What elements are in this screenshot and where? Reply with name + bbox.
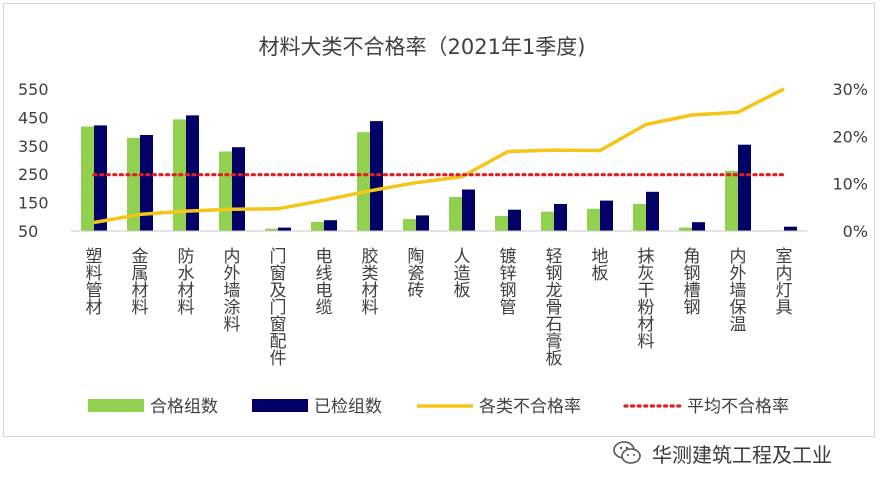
x-tick-label: 抹灰干粉材料 <box>638 247 655 352</box>
y-left-tick-label: 50 <box>18 222 38 241</box>
bar-qualified <box>725 170 738 231</box>
x-tick-label: 内外墙涂料 <box>224 247 241 335</box>
bar-inspected <box>324 220 337 231</box>
x-tick-label: 内外墙保温 <box>730 247 747 335</box>
x-tick-label: 角钢槽钢 <box>684 247 701 318</box>
bar-inspected <box>646 191 659 231</box>
bar-qualified <box>403 219 416 231</box>
legend-label: 合格组数 <box>150 397 218 417</box>
x-tick-label: 防水材料 <box>178 247 195 318</box>
bar-inspected <box>738 144 751 231</box>
bar-inspected <box>554 204 567 231</box>
x-tick-label: 轻钢龙骨石膏板 <box>546 247 563 369</box>
wechat-icon <box>613 441 641 464</box>
bar-inspected <box>140 135 153 231</box>
x-tick-label: 地板 <box>592 247 609 284</box>
legend: 合格组数 已检组数 各类不合格率 平均不合格率 <box>88 397 789 417</box>
bar-inspected <box>692 222 705 231</box>
bar-qualified <box>495 215 508 231</box>
watermark-text: 华测建筑工程及工业 <box>652 442 832 467</box>
x-tick-label: 电线电缆 <box>316 247 333 318</box>
x-tick-label: 金属材料 <box>132 247 149 318</box>
y-left-tick-label: 350 <box>18 137 49 156</box>
y-right-tick-label: 10% <box>832 175 868 194</box>
legend-label: 平均不合格率 <box>687 397 789 417</box>
bar-qualified <box>633 204 646 231</box>
bar-inspected <box>462 189 475 231</box>
x-tick-label: 室内灯具 <box>776 247 793 318</box>
bar-qualified <box>679 227 692 231</box>
chart-frame: 材料大类不合格率（2021年1季度) 550 450 350 250 150 50 30% 2… <box>3 3 875 437</box>
x-tick-label: 镀锌钢管 <box>500 247 517 318</box>
y-left-tick-label: 550 <box>18 80 49 99</box>
bar-inspected <box>94 125 107 231</box>
bar-inspected <box>278 227 291 231</box>
legend-swatch <box>88 399 144 412</box>
bar-qualified <box>449 196 462 231</box>
bar-inspected <box>416 215 429 231</box>
y-right-tick-label: 20% <box>832 127 868 146</box>
bar-qualified <box>587 208 600 231</box>
x-tick-label: 门窗及门窗配件 <box>270 247 287 369</box>
bar-qualified <box>219 151 232 231</box>
legend-swatch <box>252 399 308 412</box>
bar-qualified <box>127 137 140 231</box>
bar-qualified <box>265 228 278 231</box>
bar-inspected <box>508 209 521 231</box>
y-right-tick-label: 0% <box>843 222 868 241</box>
bar-qualified <box>357 132 370 231</box>
bar-inspected <box>600 200 613 231</box>
x-tick-label: 塑料管材 <box>86 247 103 318</box>
y-left-tick-label: 450 <box>18 108 49 127</box>
bar-inspected <box>370 121 383 231</box>
y-left-tick-label: 250 <box>18 165 49 184</box>
x-tick-label: 人造板 <box>454 247 471 301</box>
bar-inspected <box>232 147 245 231</box>
legend-label: 已检组数 <box>314 397 382 417</box>
y-right-tick-label: 30% <box>832 80 868 99</box>
x-tick-label: 胶类材料 <box>362 247 379 318</box>
bar-qualified <box>541 211 554 231</box>
bar-qualified <box>311 221 324 231</box>
chart-title: 材料大类不合格率（2021年1季度) <box>259 35 586 59</box>
category-rate-line <box>93 87 785 225</box>
y-left-tick-label: 150 <box>18 194 49 213</box>
bar-qualified <box>81 126 94 231</box>
chart: 材料大类不合格率（2021年1季度) 550 450 350 250 150 50 30% 2… <box>18 35 868 417</box>
bar-inspected <box>784 226 797 231</box>
legend-label: 各类不合格率 <box>479 397 581 417</box>
x-tick-label: 陶瓷砖 <box>408 247 425 301</box>
watermark: 华测建筑工程及工业 <box>612 438 832 468</box>
